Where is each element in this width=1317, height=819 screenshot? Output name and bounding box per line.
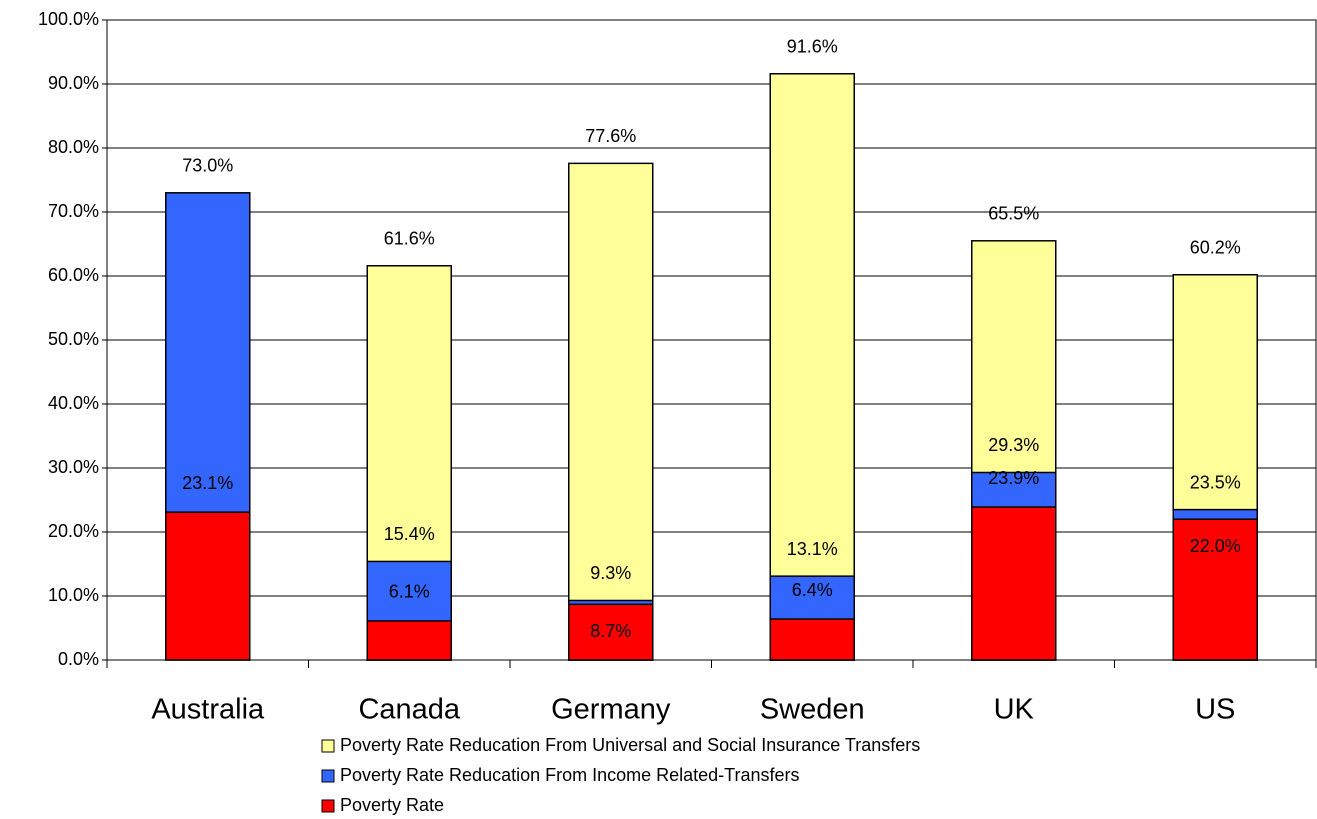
data-label: 22.0% xyxy=(1190,536,1241,556)
y-tick-label: 10.0% xyxy=(48,585,99,605)
bar xyxy=(568,603,654,661)
legend-label: Poverty Rate xyxy=(340,795,444,815)
y-tick-label: 60.0% xyxy=(48,265,99,285)
data-label: 29.3% xyxy=(988,435,1039,455)
data-label: 9.3% xyxy=(590,563,631,583)
y-tick-label: 90.0% xyxy=(48,73,99,93)
legend-label: Poverty Rate Reducation From Universal a… xyxy=(340,735,920,755)
bar xyxy=(971,506,1057,661)
x-tick-label: Canada xyxy=(358,694,460,726)
bar xyxy=(165,511,251,661)
bar xyxy=(769,618,855,661)
data-label: 6.4% xyxy=(792,580,833,600)
y-tick-label: 50.0% xyxy=(48,329,99,349)
data-label: 8.7% xyxy=(590,621,631,641)
data-label: 60.2% xyxy=(1190,237,1241,257)
x-tick-label: UK xyxy=(994,694,1035,726)
data-label: 91.6% xyxy=(787,37,838,57)
x-tick-label: Sweden xyxy=(760,694,865,726)
bar xyxy=(366,620,452,661)
legend-swatch xyxy=(321,799,335,813)
data-label: 23.5% xyxy=(1190,472,1241,492)
data-label: 73.0% xyxy=(182,156,233,176)
y-tick-label: 80.0% xyxy=(48,137,99,157)
x-tick-label: Germany xyxy=(551,694,671,726)
legend-swatch xyxy=(321,739,335,753)
bar xyxy=(568,162,654,661)
y-tick-label: 20.0% xyxy=(48,521,99,541)
data-label: 77.6% xyxy=(585,126,636,146)
data-label: 15.4% xyxy=(384,524,435,544)
data-label: 13.1% xyxy=(787,539,838,559)
data-label: 23.9% xyxy=(988,468,1039,488)
data-label: 23.1% xyxy=(182,473,233,493)
x-tick-label: Australia xyxy=(151,694,265,726)
y-tick-label: 0.0% xyxy=(58,649,99,669)
data-label: 65.5% xyxy=(988,204,1039,224)
y-tick-label: 40.0% xyxy=(48,393,99,413)
legend-swatch xyxy=(321,769,335,783)
x-tick-label: US xyxy=(1195,694,1235,726)
legend-label: Poverty Rate Reducation From Income Rela… xyxy=(340,765,800,785)
y-tick-label: 100.0% xyxy=(38,9,99,29)
data-label: 6.1% xyxy=(389,582,430,602)
bar xyxy=(769,73,855,661)
data-label: 61.6% xyxy=(384,229,435,249)
bar xyxy=(1172,518,1258,661)
y-tick-label: 30.0% xyxy=(48,457,99,477)
y-tick-label: 70.0% xyxy=(48,201,99,221)
